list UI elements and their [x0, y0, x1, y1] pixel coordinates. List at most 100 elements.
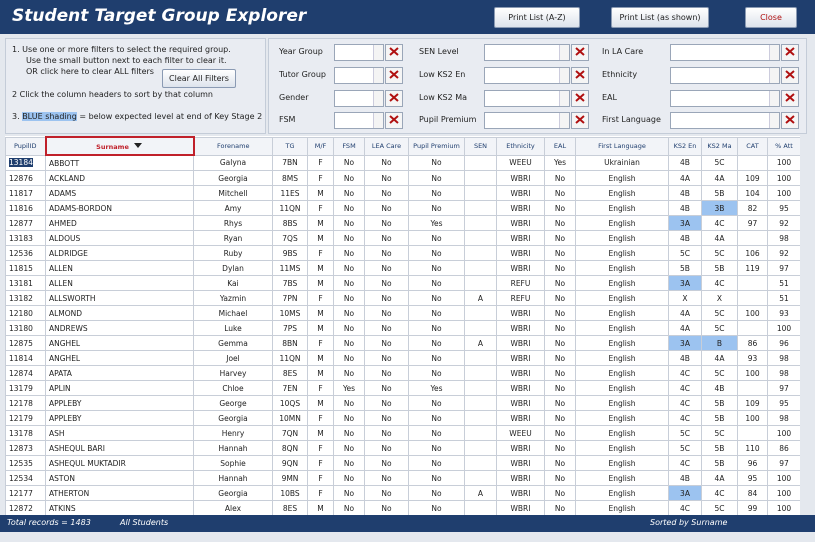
cell-text: 11QN [279, 203, 301, 213]
student-row[interactable]: 12877 AHMED Rhys 8BS M No No Yes WBRI No English 3A… [5, 215, 800, 231]
table-cell: Henry [193, 425, 273, 441]
column-header[interactable]: FSM [333, 136, 365, 156]
student-row[interactable]: 13184 ABBOTT Galyna 7BN F No No No WEEU Yes Ukrain… [5, 154, 800, 171]
table-cell [464, 185, 497, 201]
column-header[interactable]: Ethnicity [496, 136, 545, 156]
clear-filter-button[interactable] [385, 90, 403, 107]
student-row[interactable]: 12536 ALDRIDGE Ruby 9BS F No No No WBRI No English… [5, 245, 800, 261]
student-row[interactable]: 12874 APATA Harvey 8ES M No No No WBRI No English 4… [5, 365, 800, 381]
column-header[interactable]: LEA Care [364, 136, 409, 156]
student-row[interactable]: 11817 ADAMS Mitchell 11ES M No No No WBRI No Engli… [5, 185, 800, 201]
clear-filter-button[interactable] [385, 112, 403, 129]
table-cell: English [575, 230, 669, 246]
student-row[interactable]: 12180 ALMOND Michael 10MS M No No No WBRI No Engli… [5, 305, 800, 321]
column-header[interactable]: TG [272, 136, 308, 156]
student-row[interactable]: 13181 ALLEN Kai 7BS M No No No REFU No English 3A 4C… [5, 275, 800, 291]
filter-dropdown[interactable] [670, 112, 780, 129]
clear-filter-button[interactable] [571, 67, 589, 84]
filter-dropdown[interactable] [334, 90, 384, 107]
student-row[interactable]: 13183 ALDOUS Ryan 7QS M No No No WBRI No English 4B… [5, 230, 800, 246]
student-row[interactable]: 12179 APPLEBY Georgia 10MN F No No No WBRI No Engl… [5, 410, 800, 426]
table-cell: No [364, 470, 409, 486]
clear-filter-button[interactable] [385, 44, 403, 61]
cell-text: English [608, 428, 636, 438]
cell-text: 12180 [9, 308, 33, 318]
column-header[interactable]: PupilID [5, 136, 46, 156]
table-cell: 12179 [5, 410, 46, 426]
table-cell: English [575, 170, 669, 186]
column-header[interactable]: % Att [767, 136, 800, 156]
filter-dropdown[interactable] [670, 90, 780, 107]
filter-dropdown[interactable] [334, 112, 384, 129]
table-cell: 5C [668, 440, 702, 456]
filter-dropdown[interactable] [484, 67, 570, 84]
table-cell: 97 [767, 260, 800, 276]
student-row[interactable]: 11816 ADAMS-BORDON Amy 11QN F No No No WBRI No Eng… [5, 200, 800, 216]
student-row[interactable]: 12178 APPLEBY George 10QS M No No No WBRI No Engli… [5, 395, 800, 411]
clear-filter-button[interactable] [781, 112, 799, 129]
filter-dropdown[interactable] [484, 112, 570, 129]
clear-filter-button[interactable] [781, 67, 799, 84]
filter-label: FSM [279, 115, 296, 124]
cell-text: Ryan [223, 233, 243, 243]
print-az-button[interactable]: Print List (A-Z) [494, 7, 580, 28]
table-cell: No [544, 185, 576, 201]
cell-text: ASHEQUL BARI [49, 443, 105, 453]
student-row[interactable]: 12535 ASHEQUL MUKTADIR Sophie 9QN F No No No WBR… [5, 455, 800, 471]
student-row[interactable]: 12876 ACKLAND Georgia 8MS F No No No WBRI No Engli… [5, 170, 800, 186]
student-row[interactable]: 12534 ASTON Hannah 9MN F No No No WBRI No English 4… [5, 470, 800, 486]
column-header[interactable]: First Language [575, 136, 669, 156]
column-header[interactable]: Forename [193, 136, 273, 156]
print-shown-button[interactable]: Print List (as shown) [611, 7, 709, 28]
table-cell: No [408, 320, 465, 336]
column-header[interactable]: M/F [307, 136, 334, 156]
column-header[interactable]: KS2 Ma [701, 136, 738, 156]
column-header[interactable]: CAT [737, 136, 768, 156]
table-cell: No [364, 425, 409, 441]
instruction: 2 Click the column headers to sort by th… [12, 90, 213, 99]
clear-filter-button[interactable] [385, 67, 403, 84]
cell-text: No [431, 308, 442, 318]
student-row[interactable]: 13178 ASH Henry 7QN M No No No WEEU No English 5C 5C… [5, 425, 800, 441]
filter-dropdown[interactable] [484, 44, 570, 61]
column-header[interactable]: Pupil Premium [408, 136, 465, 156]
cell-text: 110 [745, 443, 760, 453]
clear-filter-button[interactable] [571, 90, 589, 107]
filter-dropdown[interactable] [670, 67, 780, 84]
student-row[interactable]: 12872 ATKINS Alex 8ES M No No No WBRI No English 4C… [5, 500, 800, 515]
student-row[interactable]: 13180 ANDREWS Luke 7PS M No No No WBRI No English 4… [5, 320, 800, 336]
clear-filter-button[interactable] [781, 44, 799, 61]
table-cell: No [408, 245, 465, 261]
cell-text: Hannah [218, 473, 248, 483]
column-header[interactable]: KS2 En [668, 136, 702, 156]
clear-filter-button[interactable] [571, 112, 589, 129]
table-cell: George [193, 395, 273, 411]
cell-text: No [381, 338, 392, 348]
cell-text: No [381, 383, 392, 393]
filter-dropdown[interactable] [670, 44, 780, 61]
close-button[interactable]: Close [745, 7, 797, 28]
clear-all-button[interactable]: Clear All Filters [162, 69, 236, 88]
clear-filter-button[interactable] [781, 90, 799, 107]
table-cell [737, 275, 768, 291]
column-header[interactable]: Surname [44, 136, 195, 156]
clear-filter-button[interactable] [571, 44, 589, 61]
column-header[interactable]: EAL [544, 136, 576, 156]
student-row[interactable]: 12873 ASHEQUL BARI Hannah 8QN F No No No WBRI No E… [5, 440, 800, 456]
student-row[interactable]: 12177 ATHERTON Georgia 10BS F No No No A WBRI No En… [5, 485, 800, 501]
table-cell: No [544, 230, 576, 246]
student-row[interactable]: 13179 APLIN Chloe 7EN F Yes No Yes WBRI No English… [5, 380, 800, 396]
cell-text: English [608, 383, 636, 393]
column-header[interactable]: SEN [464, 136, 497, 156]
student-row[interactable]: 11815 ALLEN Dylan 11MS M No No No WBRI No English 5… [5, 260, 800, 276]
column-header-text: Surname [96, 142, 129, 151]
table-cell: WBRI [496, 455, 545, 471]
cell-text: Kai [227, 278, 239, 288]
student-row[interactable]: 12875 ANGHEL Gemma 8BN F No No No A WBRI No English… [5, 335, 800, 351]
student-row[interactable]: 11814 ANGHEL Joel 11QN M No No No WBRI No English 4… [5, 350, 800, 366]
student-row[interactable]: 13182 ALLSWORTH Yazmin 7PN F No No No A REFU No Eng… [5, 290, 800, 306]
filter-dropdown[interactable] [334, 44, 384, 61]
filter-dropdown[interactable] [334, 67, 384, 84]
filter-dropdown[interactable] [484, 90, 570, 107]
table-cell: No [364, 290, 409, 306]
